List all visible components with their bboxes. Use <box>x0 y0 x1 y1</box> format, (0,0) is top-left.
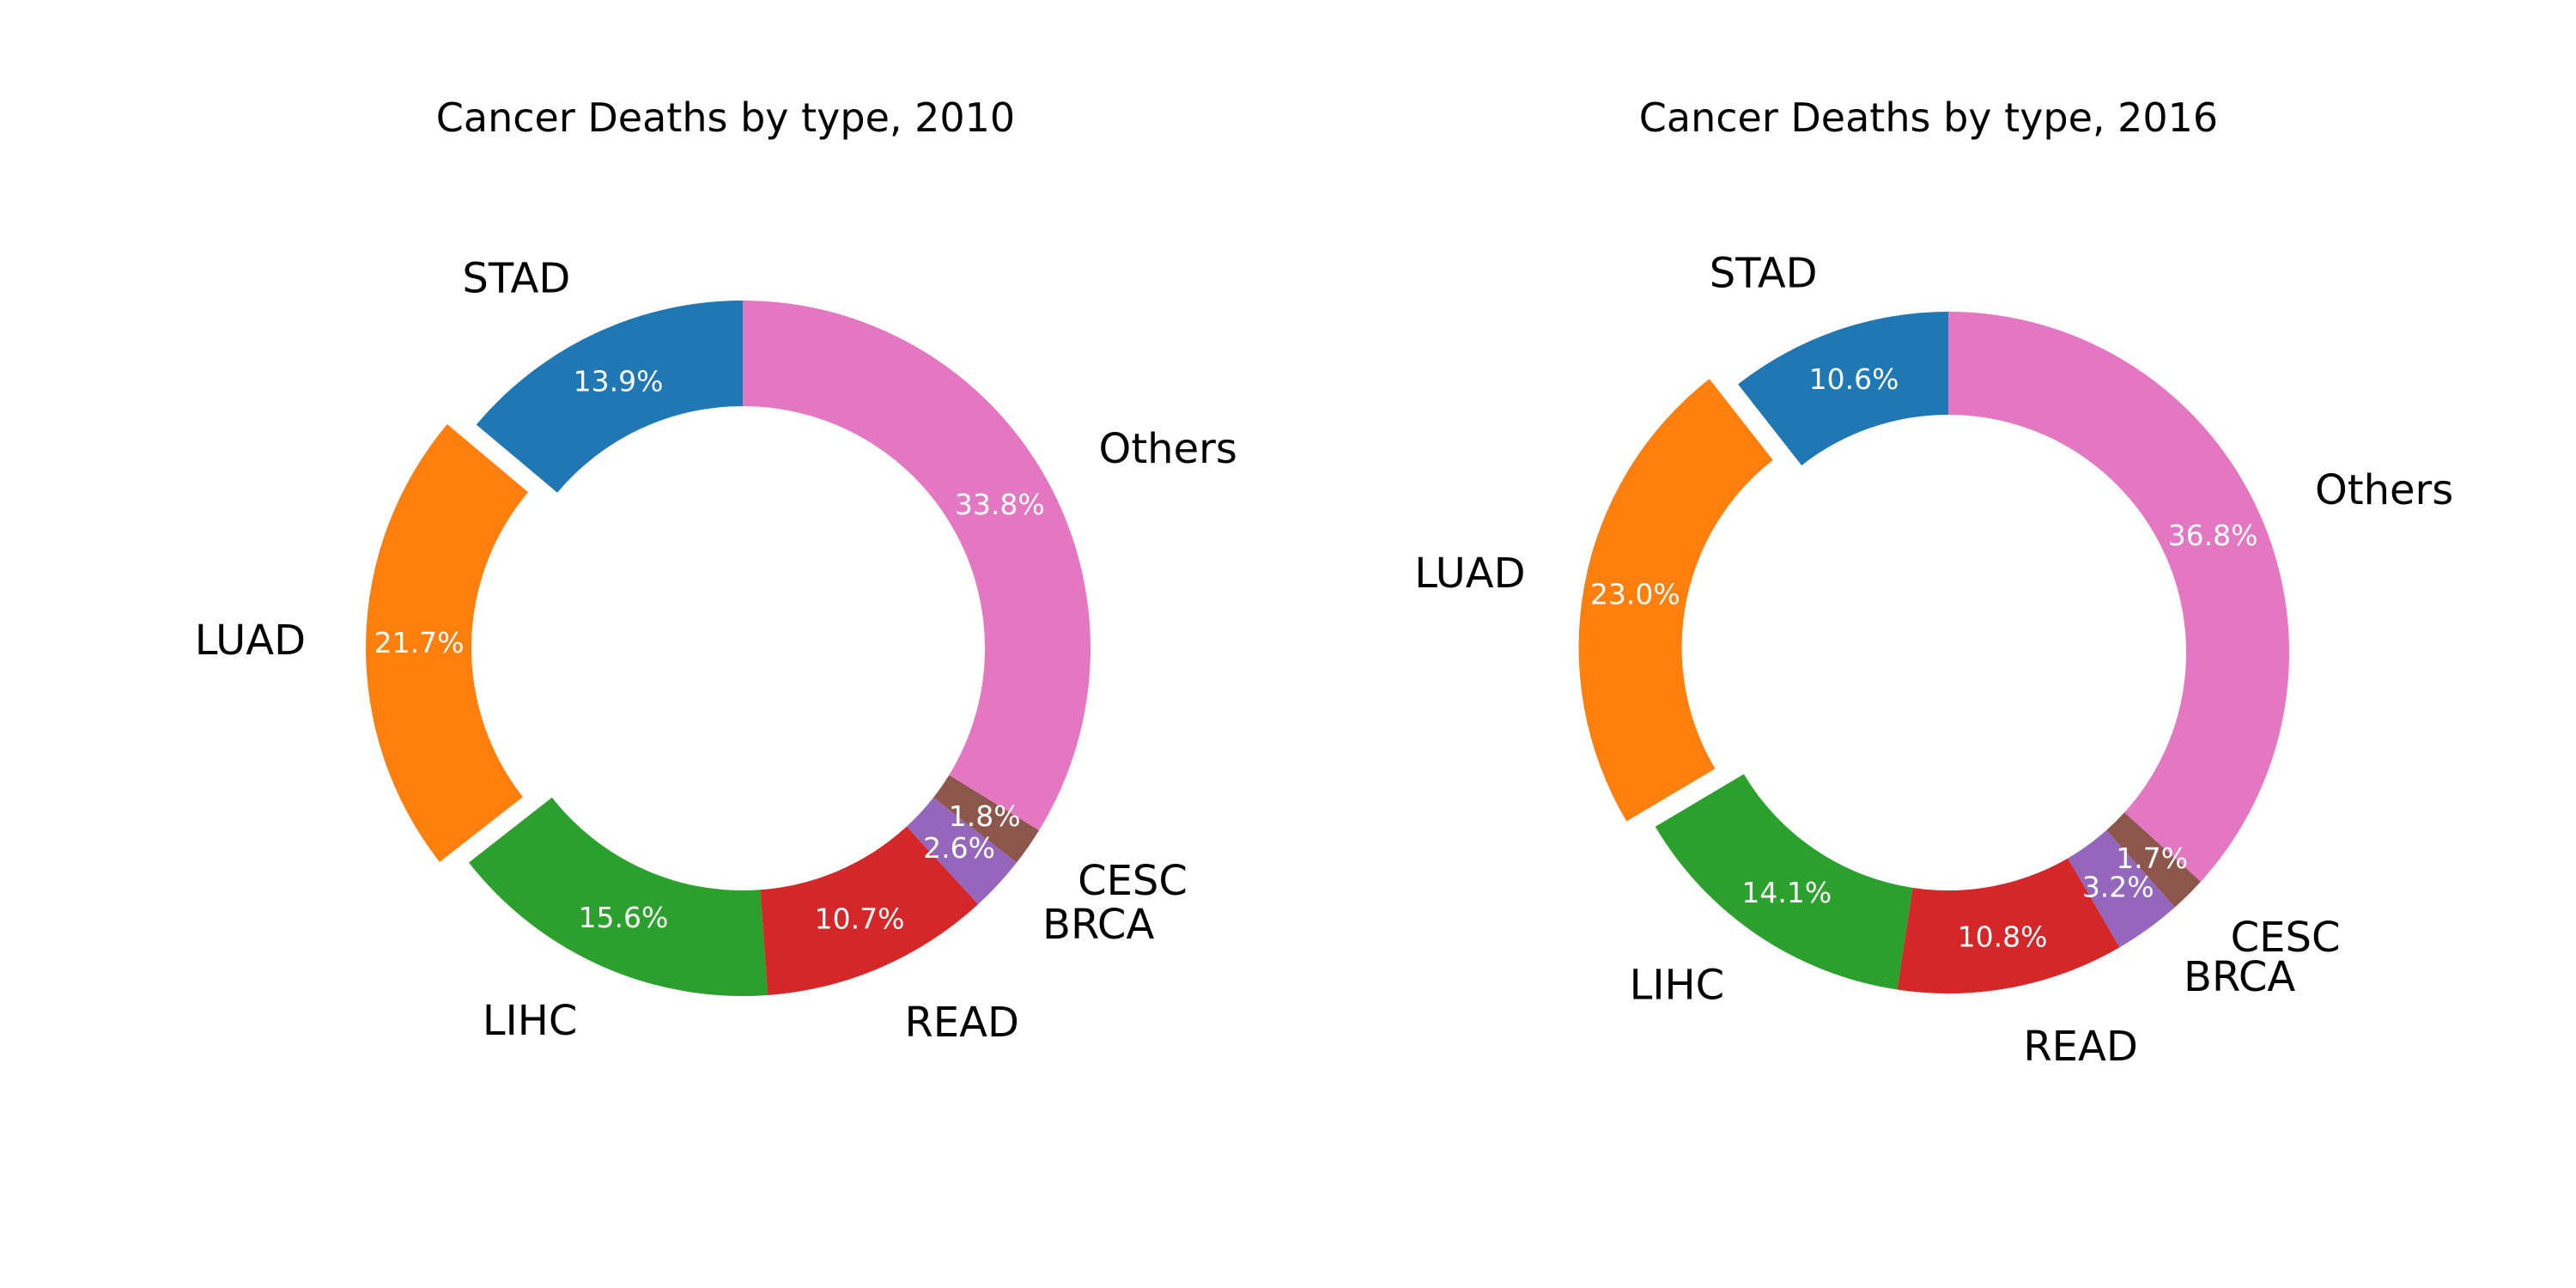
percent-labels: 13.9% 21.7% 15.6% 10.7% 2.6%1.8% 33.8% <box>374 365 1045 936</box>
category-label-lihc: LIHC <box>483 997 578 1045</box>
slice-brca <box>906 797 1018 905</box>
category-label-luad: LUAD <box>195 617 306 665</box>
slice-others <box>1948 312 2289 882</box>
slice-cesc <box>2106 812 2202 908</box>
percent-label-lihc: 15.6% <box>579 901 669 934</box>
percent-label-others: 33.8% <box>955 488 1045 521</box>
percent-label-others: 36.8% <box>2168 519 2258 552</box>
donut-chart-2010: Cancer Deaths by type, 2010 STAD LUAD LIHC… <box>195 94 1237 1047</box>
category-label-cesc: CESC <box>2231 914 2341 962</box>
percent-label-brca: 2.6% <box>923 831 995 865</box>
slice-luad <box>366 424 529 862</box>
category-label-brca: BRCA <box>2184 953 2295 1001</box>
percent-label-luad: 23.0% <box>1590 577 1680 611</box>
percent-label-cesc: 1.7% <box>2116 841 2188 875</box>
percent-label-lihc: 14.1% <box>1741 876 1832 909</box>
percent-label-stad: 13.9% <box>574 365 664 398</box>
category-label-luad: LUAD <box>1414 550 1525 598</box>
category-label-brca: BRCA <box>1042 901 1154 949</box>
category-label-lihc: LIHC <box>1630 961 1725 1009</box>
chart-title: Cancer Deaths by type, 2010 <box>436 94 1015 141</box>
slice-others <box>743 301 1091 830</box>
percent-label-read: 10.8% <box>1958 920 2048 954</box>
percent-label-read: 10.7% <box>815 902 905 935</box>
category-label-stad: STAD <box>462 254 570 302</box>
category-label-others: Others <box>2315 466 2453 514</box>
slice-brca <box>2068 829 2175 948</box>
percent-label-luad: 21.7% <box>374 626 465 659</box>
category-label-read: READ <box>2023 1023 2137 1071</box>
percent-labels: 10.6% 23.0% 14.1% 10.8% 3.2%1.7% 36.8% <box>1590 362 2258 954</box>
slices <box>366 301 1091 996</box>
category-label-others: Others <box>1099 425 1237 473</box>
category-label-stad: STAD <box>1710 250 1818 298</box>
slice-cesc <box>933 775 1040 863</box>
chart-title: Cancer Deaths by type, 2016 <box>1639 94 2218 141</box>
percent-label-brca: 3.2% <box>2082 870 2154 903</box>
slice-stad <box>1738 312 1948 465</box>
slice-lihc <box>1655 774 1913 990</box>
percent-label-cesc: 1.8% <box>949 799 1021 833</box>
slices <box>1578 312 2289 994</box>
slice-luad <box>1578 379 1773 822</box>
slice-read <box>1897 858 2120 994</box>
percent-label-stad: 10.6% <box>1809 362 1899 396</box>
slice-stad <box>476 301 743 493</box>
slice-lihc <box>468 797 769 996</box>
donut-chart-2016: Cancer Deaths by type, 2016 STAD LUAD LIHC… <box>1414 94 2453 1071</box>
category-label-read: READ <box>904 999 1018 1047</box>
slice-read <box>760 826 979 995</box>
category-label-cesc: CESC <box>1078 857 1188 905</box>
